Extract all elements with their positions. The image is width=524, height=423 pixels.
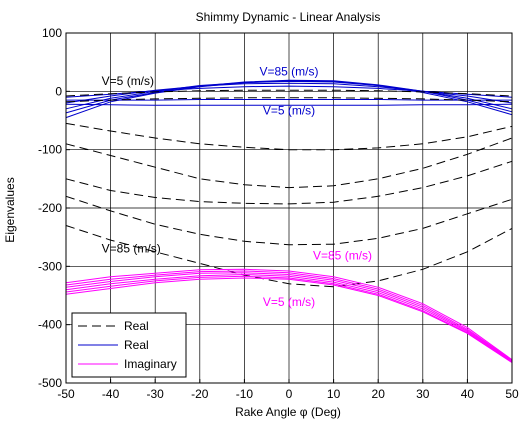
legend-label: Imaginary <box>124 357 177 371</box>
curve-annotation: V=5 (m/s) <box>102 74 154 88</box>
y-tick-label: -500 <box>38 376 62 390</box>
x-tick-label: -10 <box>236 387 254 401</box>
imaginary-curve <box>65 270 513 361</box>
y-tick-label: -400 <box>38 318 62 332</box>
real-curve <box>65 97 513 103</box>
x-tick-label: -40 <box>102 387 120 401</box>
y-tick-label: -100 <box>38 143 62 157</box>
legend-label: Real <box>124 319 149 333</box>
curve-annotation: V=5 (m/s) <box>263 104 315 118</box>
x-axis-label: Rake Angle φ (Deg) <box>235 405 341 419</box>
imaginary-curve <box>65 272 513 362</box>
x-tick-label: 50 <box>505 387 519 401</box>
real-curve <box>65 103 513 106</box>
x-tick-label: 20 <box>372 387 386 401</box>
real-curve <box>65 195 513 246</box>
real-curve <box>66 99 512 101</box>
x-tick-label: 30 <box>416 387 430 401</box>
x-tick-label: -30 <box>147 387 165 401</box>
x-tick-label: -20 <box>191 387 209 401</box>
real-curve <box>65 137 513 189</box>
curve-annotation: V=85 (m/s) <box>259 65 318 79</box>
real-curve <box>65 89 513 97</box>
real-curve <box>65 160 513 205</box>
x-tick-label: 40 <box>461 387 475 401</box>
y-axis-label: Eigenvalues <box>3 177 17 242</box>
y-tick-label: 0 <box>55 84 62 98</box>
curve-annotation: V=85 (m/s) <box>102 241 161 255</box>
imaginary-curve <box>65 277 513 364</box>
imaginary-curve <box>65 275 513 363</box>
imaginary-curve <box>65 268 513 361</box>
plot-area: -50 -40 -30 -20 -10 0 10 20 30 40 50-500-400-300-2… <box>38 26 519 401</box>
real-curve <box>65 79 513 114</box>
y-tick-label: 100 <box>42 26 62 40</box>
x-tick-label: -50 <box>57 387 75 401</box>
legend-label: Real <box>124 338 149 352</box>
y-tick-label: -300 <box>38 259 62 273</box>
imaginary-curve <box>65 273 513 362</box>
chart-title: Shimmy Dynamic - Linear Analysis <box>196 10 381 24</box>
real-curve <box>65 122 513 151</box>
curve-annotation: V=5 (m/s) <box>263 295 315 309</box>
real-curve <box>65 80 513 110</box>
real-curve <box>65 225 513 288</box>
curve-annotation: V=85 (m/s) <box>313 248 372 262</box>
y-tick-label: -200 <box>38 201 62 215</box>
x-tick-label: 0 <box>286 387 293 401</box>
x-tick-label: 10 <box>327 387 341 401</box>
